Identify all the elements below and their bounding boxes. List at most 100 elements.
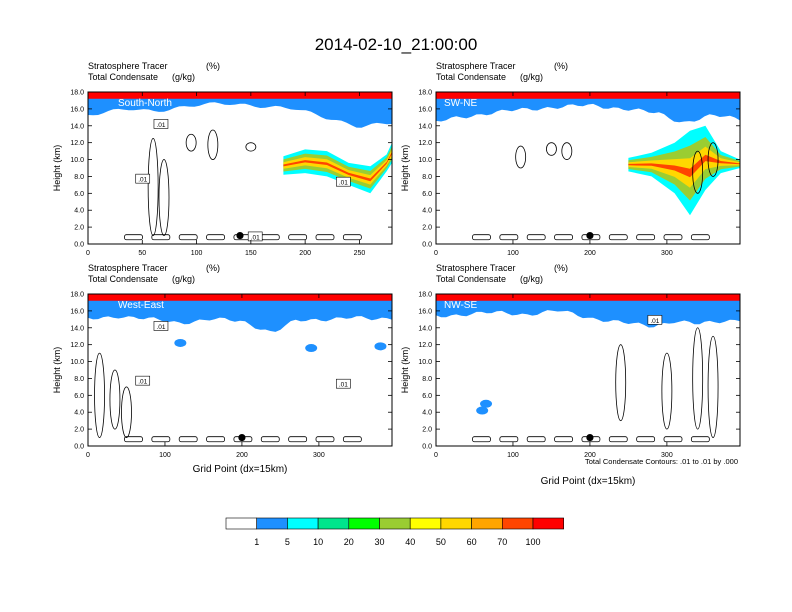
y-tick-label: 8.0 [74,174,84,181]
low-level-contour [151,436,171,443]
colorbar-swatch [348,517,380,530]
tracer-top-band [436,294,740,301]
colorbar-label: 10 [313,537,323,547]
low-level-contour [526,234,546,241]
y-tick-label: 14.0 [418,123,432,130]
y-tick-label: 0.0 [74,444,84,451]
y-tick-label: 8.0 [422,376,432,383]
x-tick-label: 250 [354,250,366,257]
cross-section-label: NW-SE [444,300,477,311]
center-marker [238,433,246,442]
tracer-layer-10 [436,294,740,328]
y-tick-label: 8.0 [422,174,432,181]
colorbar-label: 50 [436,537,446,547]
colorbar-swatch [409,517,442,530]
low-level-contour [342,234,362,241]
x-tick-label: 0 [434,452,438,459]
panel-frame [435,293,741,447]
condensate-contour [692,327,704,430]
panel-units-tracer: (%) [206,61,220,71]
panel-units-tracer: (%) [554,263,568,273]
panel-nw-se: Stratosphere Tracer (%) Total Condensate (g… [400,263,741,487]
low-level-contour [124,234,143,241]
low-level-contour [663,436,683,443]
x-axis-label: Grid Point (dx=15km) [541,476,636,487]
condensate-contour [707,142,719,177]
y-tick-label: 12.0 [418,140,432,147]
x-axis-label: Grid Point (dx=15km) [193,464,288,475]
contour-label-box [135,173,151,184]
blue-tracer-patch [476,406,489,415]
low-level-contour [636,436,656,443]
contour-label-box [153,119,169,129]
x-tick-label: 0 [86,250,90,257]
colorbar-swatch [471,517,503,530]
y-tick-label: 14.0 [418,325,432,332]
x-tick-label: 150 [245,250,257,257]
x-tick-label: 300 [313,452,325,459]
center-marker [586,433,594,442]
contour-label: .01 [156,324,165,331]
tracer-top-band [436,92,740,99]
panel-units-condensate: (g/kg) [520,72,543,82]
center-marker [236,231,244,240]
colorbar-label: 30 [374,537,384,547]
y-tick-label: 2.0 [422,225,432,232]
contour-label: .01 [251,234,260,241]
low-level-contour [690,436,710,443]
colorbar-swatch [225,517,258,530]
colorbar-swatch [440,517,472,530]
tracer-layer-10 [436,92,740,123]
tracer-top-band [88,92,392,99]
y-tick-label: 18.0 [70,90,84,97]
y-tick-label: 4.0 [422,208,432,215]
intrusion-1-ring-3 [628,146,740,188]
y-tick-label: 4.0 [422,410,432,417]
colorbar-swatch [317,517,350,530]
low-level-contour [206,234,225,241]
y-tick-label: 0.0 [74,242,84,249]
condensate-contours [472,327,719,443]
panel-frame [435,91,741,245]
contour-label: .01 [156,122,165,129]
colorbar-label: 70 [497,537,507,547]
low-level-contour [554,234,573,241]
contour-label: .01 [650,318,659,325]
condensate-contour [94,352,105,438]
y-tick-label: 16.0 [70,106,84,113]
low-level-contour [315,436,335,443]
y-tick-label: 12.0 [70,342,84,349]
colorbar-swatch [256,517,288,530]
tracer-layer-10 [88,294,392,332]
colorbar-label: 100 [525,537,540,547]
condensate-contour [121,386,132,438]
y-axis-label: Height (km) [52,145,62,192]
colorbar-swatch [532,517,565,530]
intrusion-1-ring-4 [628,154,740,178]
low-level-contour [288,436,308,443]
condensate-contour [692,150,704,194]
y-tick-label: 0.0 [422,444,432,451]
panel-title-condensate: Total Condensate [88,274,158,284]
colorbar-swatch [379,517,411,530]
condensate-contour [515,145,527,169]
y-axis-label: Height (km) [400,145,410,192]
y-tick-label: 2.0 [74,427,84,434]
x-tick-label: 0 [86,452,90,459]
low-level-contour [178,436,198,443]
low-level-contour [608,234,628,241]
y-tick-label: 14.0 [70,123,84,130]
condensate-contour [707,335,719,438]
y-tick-label: 6.0 [74,393,84,400]
x-tick-label: 200 [584,452,596,459]
blue-tracer-patch [174,338,187,347]
contour-label: .01 [138,177,147,184]
contour-label-box [247,231,263,242]
tracer-top-band [88,294,392,301]
colorbar: 1 5 10 20 30 40 50 60 70 100 [225,517,565,547]
low-level-contour [178,234,198,241]
colorbar-label: 60 [467,537,477,547]
low-level-contour [663,234,683,241]
panel-title-tracer: Stratosphere Tracer [436,61,516,71]
